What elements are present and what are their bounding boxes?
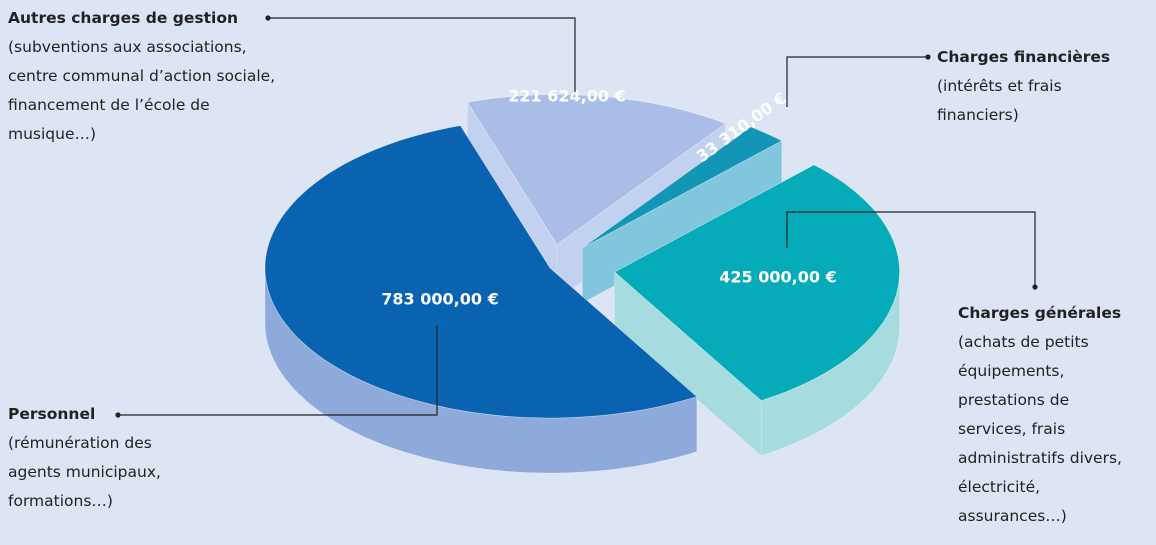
description-line: musique…) <box>8 125 97 143</box>
description-line: (subventions aux associations, <box>8 38 247 56</box>
leader-dot <box>115 412 121 418</box>
description-line: (intérêts et frais <box>937 77 1062 95</box>
leader-line <box>268 17 576 92</box>
leader-line <box>786 211 1036 287</box>
leader-dot <box>265 15 271 21</box>
description-line: équipements, <box>958 362 1065 380</box>
annotation: Charges financières (intérêts et frais fin… <box>937 43 1110 130</box>
leader-dot <box>925 54 931 60</box>
category-label: Autres charges de gestion <box>8 9 239 27</box>
category-label: Personnel <box>8 405 96 423</box>
description-line: services, frais <box>958 420 1066 438</box>
description-line: assurances…) <box>958 507 1067 525</box>
annotation: Personnel (rémunération des agents municip… <box>8 400 161 516</box>
slice <box>582 126 783 249</box>
annotation: Charges générales (achats de petits équipe… <box>958 299 1122 531</box>
leader-line <box>786 56 928 107</box>
description-line: administratifs divers, <box>958 449 1122 467</box>
slice <box>614 164 900 401</box>
description-line: prestations de <box>958 391 1070 409</box>
description-line: formations…) <box>8 492 113 510</box>
slice <box>466 94 727 246</box>
value-label: 425 000,00 € <box>719 268 836 287</box>
description-line: (rémunération des <box>8 434 152 452</box>
category-label: Charges générales <box>958 304 1122 322</box>
description-line: électricité, <box>958 478 1041 496</box>
slice <box>264 125 698 419</box>
value-label: 783 000,00 € <box>381 290 498 309</box>
description-line: financement de l’école de <box>8 96 210 114</box>
category-label: Charges financières <box>937 48 1111 66</box>
description-line: (achats de petits <box>958 333 1089 351</box>
description-line: financiers) <box>937 106 1019 124</box>
leader-line <box>118 325 438 416</box>
description-line: agents municipaux, <box>8 463 161 481</box>
leader-dot <box>1032 284 1038 290</box>
description-line: centre communal d’action sociale, <box>8 67 276 85</box>
value-label: 221 624,00 € <box>508 87 625 106</box>
annotation: Autres charges de gestion (subventions au… <box>8 4 275 149</box>
